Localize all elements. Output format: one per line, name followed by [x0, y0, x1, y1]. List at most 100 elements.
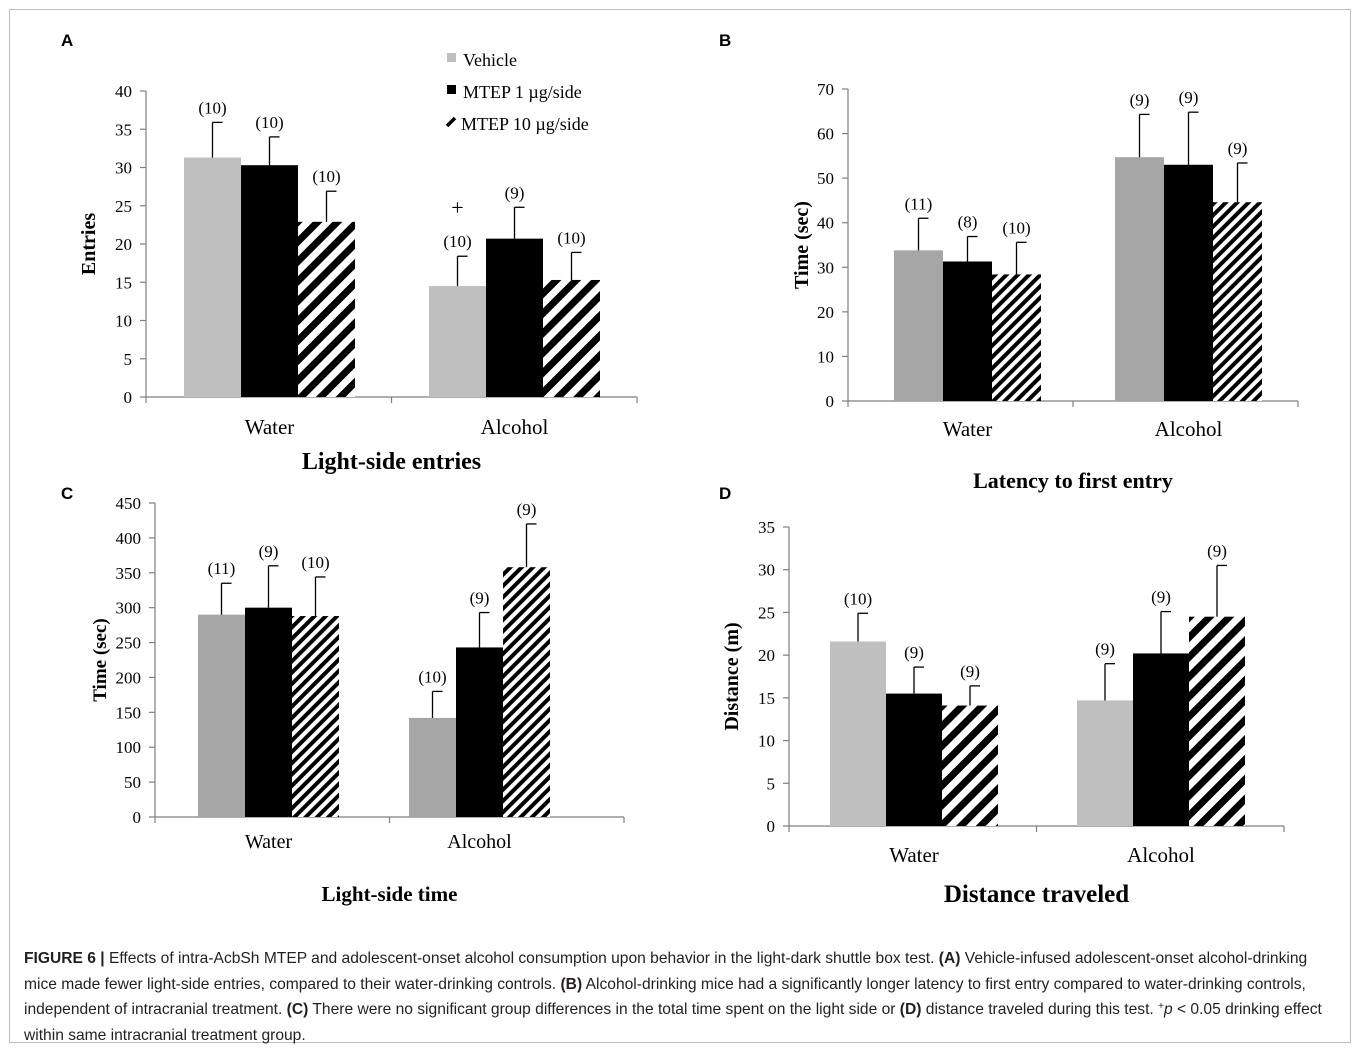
y-tick-label: 40	[817, 214, 834, 233]
chart-b: 0 10 20 30 40 50 60 70 (11) (9) (8) (9) (10) (9) Water…	[791, 80, 1299, 493]
panel-label-b: B	[719, 31, 731, 50]
caption-text-1: Effects of intra-AcbSh MTEP and adolesce…	[104, 950, 939, 967]
legend-swatch-mtep-1	[447, 85, 456, 94]
y-tick-label: 0	[133, 808, 142, 827]
n-label: (9)	[1179, 88, 1199, 107]
bar	[429, 286, 486, 397]
y-tick-label: 400	[116, 529, 142, 548]
category-label: Water	[943, 417, 993, 441]
bar	[245, 607, 292, 817]
n-label: (9)	[505, 183, 525, 202]
caption-text-3: Alcohol-drinking mice had a significantl…	[24, 975, 1306, 1019]
n-label: (9)	[1095, 640, 1115, 659]
y-tick-label: 35	[115, 120, 132, 139]
caption-text-5: distance traveled during this test.	[921, 1001, 1159, 1018]
n-label: (9)	[517, 500, 537, 519]
y-tick-label: 10	[115, 312, 132, 331]
chart-title: Distance traveled	[944, 881, 1129, 908]
bar	[942, 705, 998, 826]
y-tick-label: 50	[817, 169, 834, 188]
n-label: (9)	[1228, 139, 1248, 158]
y-tick-label: 0	[826, 392, 835, 411]
panel-c: C	[61, 484, 73, 503]
bar	[1133, 653, 1189, 826]
caption-ref-b: (B)	[560, 975, 583, 993]
y-tick-label: 250	[116, 634, 142, 653]
y-tick-label: 35	[758, 518, 775, 537]
bar	[1077, 700, 1133, 826]
caption-text-2: Vehicle-infused adolescent-onset alcohol…	[24, 950, 1308, 993]
category-label: Alcohol	[481, 415, 549, 439]
n-label: (9)	[470, 589, 490, 608]
figure-caption: FIGURE 6 | Effects of intra-AcbSh MTEP a…	[24, 946, 1340, 1048]
bar	[1115, 157, 1164, 401]
n-label: (9)	[259, 542, 279, 561]
y-tick-label: 15	[115, 273, 132, 292]
caption-p-symbol: p	[1163, 1001, 1173, 1018]
y-tick-label: 15	[758, 689, 775, 708]
y-tick-label: 10	[758, 732, 775, 751]
y-tick-label: 30	[115, 159, 132, 178]
n-label: (10)	[443, 232, 471, 251]
y-tick-label: 300	[116, 599, 142, 618]
n-label: (8)	[958, 213, 978, 232]
y-tick-label: 40	[115, 82, 132, 101]
category-label: Water	[889, 843, 939, 867]
caption-ref-d: (D)	[899, 1001, 922, 1018]
chart-d: 0 5 10 15 20 25 30 35 (10) (9) (9) (9) (9) (9) Water Al…	[721, 518, 1285, 908]
legend-label-vehicle: Vehicle	[463, 50, 517, 70]
bar	[543, 279, 600, 397]
bar	[486, 238, 543, 397]
bar	[409, 717, 456, 817]
bar	[184, 157, 241, 397]
caption-sup: +	[1158, 1001, 1164, 1012]
y-tick-label: 5	[124, 350, 133, 369]
legend-swatch-vehicle	[447, 53, 456, 62]
caption-text-4: There were no significant group differen…	[308, 1001, 900, 1018]
bar	[943, 261, 992, 401]
y-tick-label: 30	[758, 561, 775, 580]
n-label: (11)	[208, 559, 236, 578]
plots: 0 5 10 15 20 25 30 35 40 (10) (10) (10) (9) (10) (10) W…	[78, 80, 1299, 908]
bar	[298, 221, 355, 397]
bar	[886, 693, 942, 826]
y-tick-label: 450	[116, 494, 142, 513]
n-label: (10)	[301, 553, 329, 572]
n-label: (10)	[198, 98, 226, 117]
n-label: (9)	[1151, 588, 1171, 607]
y-tick-label: 70	[817, 80, 834, 99]
n-label: (10)	[1002, 218, 1030, 237]
y-axis-label: Time (sec)	[90, 618, 111, 702]
n-label: (10)	[255, 113, 283, 132]
bar	[830, 641, 886, 826]
bar	[1189, 616, 1245, 826]
y-tick-label: 30	[817, 258, 834, 277]
y-axis-label: Distance (m)	[721, 622, 743, 730]
category-label: Water	[245, 831, 293, 853]
y-tick-label: 60	[817, 125, 834, 144]
category-label: Water	[245, 415, 295, 439]
bar	[1164, 164, 1213, 401]
panel-a: A	[61, 31, 73, 50]
legend-swatch-mtep-10	[445, 116, 457, 128]
y-tick-label: 25	[115, 197, 132, 216]
n-label: (10)	[418, 667, 446, 686]
bar	[894, 250, 943, 401]
bar	[292, 616, 339, 817]
y-tick-label: 20	[817, 303, 834, 322]
chart-title: Light-side entries	[302, 449, 481, 475]
y-tick-label: 0	[767, 817, 776, 836]
legend-label-mtep-1: MTEP 1 µg/side	[463, 82, 582, 102]
n-label: (10)	[844, 589, 872, 608]
bar	[1213, 202, 1262, 401]
panel-d: D	[719, 484, 731, 503]
panel-label-c: C	[61, 484, 73, 503]
bar	[992, 274, 1041, 401]
y-axis-label: Entries	[78, 213, 100, 275]
n-label: (10)	[312, 167, 340, 186]
bar	[503, 567, 550, 817]
bar	[198, 614, 245, 817]
y-tick-label: 20	[115, 235, 132, 254]
n-label: (9)	[904, 643, 924, 662]
y-tick-label: 20	[758, 646, 775, 665]
